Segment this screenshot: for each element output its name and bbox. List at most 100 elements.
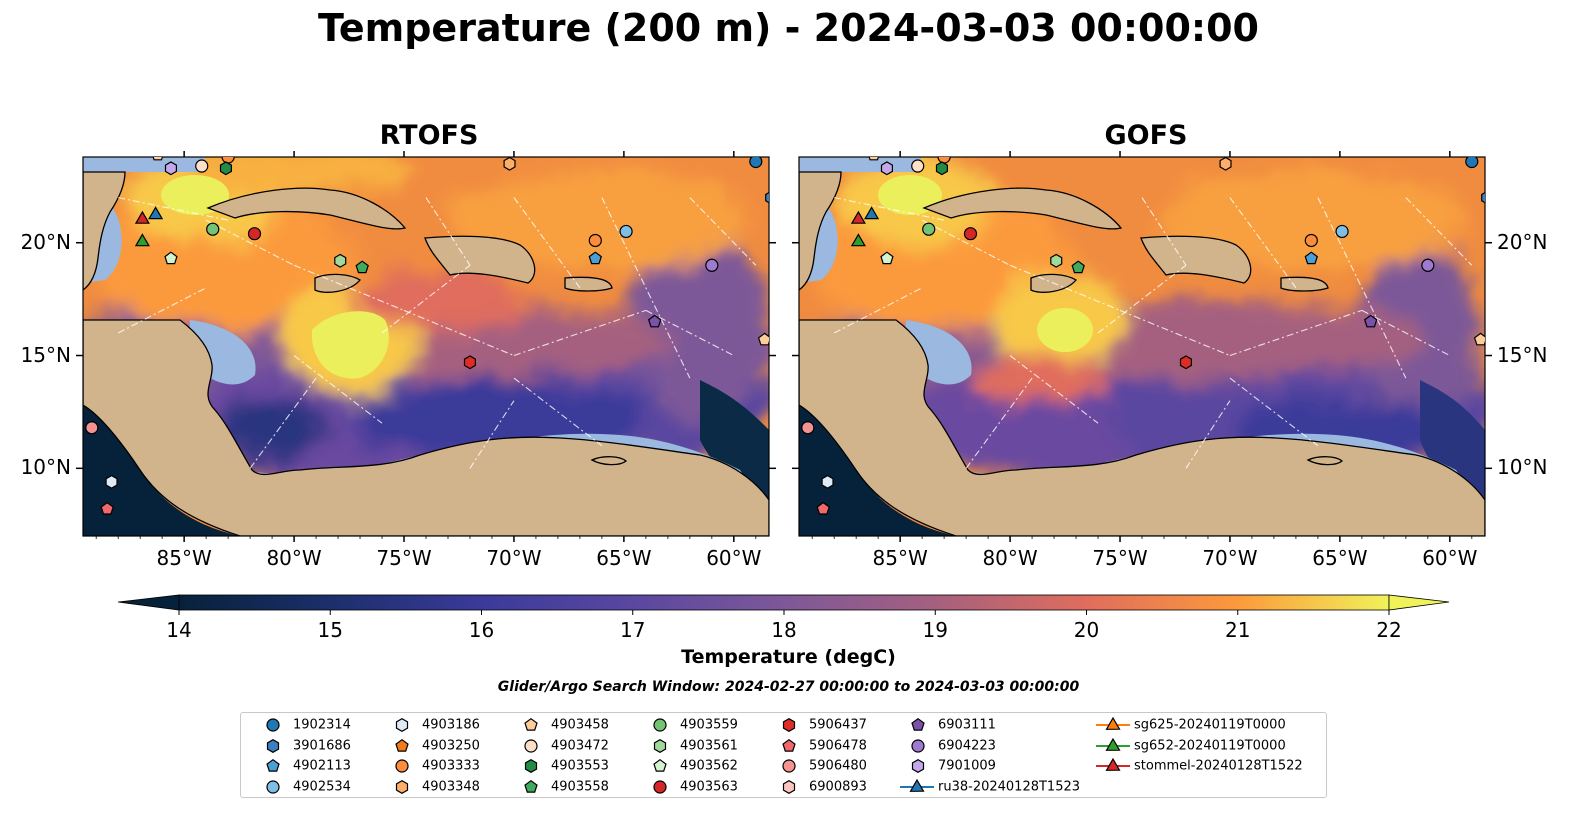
gofs-x-tick-label: 80°W xyxy=(982,546,1038,570)
legend-symbol xyxy=(395,779,409,794)
boundary-line xyxy=(1009,264,1121,311)
observation-marker xyxy=(164,251,178,265)
boundary-line xyxy=(1229,309,1363,357)
legend-label: 1902314 xyxy=(293,717,351,733)
observation-marker xyxy=(134,210,150,224)
boundary-line xyxy=(1119,309,1231,357)
legend-item: 4903333 xyxy=(382,758,480,774)
legend-label: 3901686 xyxy=(293,738,351,753)
legend-marker xyxy=(524,717,538,731)
boundary-line xyxy=(381,264,471,334)
legend-item: 4902534 xyxy=(253,779,351,795)
gofs-field xyxy=(799,157,1485,536)
legend-label: 4902534 xyxy=(293,779,351,794)
observation-marker xyxy=(219,161,232,176)
legend-marker xyxy=(395,759,409,773)
legend-symbol xyxy=(524,759,538,773)
legend-marker xyxy=(1096,757,1130,771)
boundary-line xyxy=(1361,309,1451,357)
legend-item: 1902314 xyxy=(253,717,351,733)
colorbar-label: Temperature (degC) xyxy=(681,646,896,668)
observation-marker xyxy=(588,251,603,265)
boundary-line xyxy=(425,197,471,266)
observation-marker xyxy=(765,191,769,204)
observation-marker xyxy=(100,501,114,515)
legend-item: stommel-20240128T1522 xyxy=(1094,757,1303,774)
legend-marker xyxy=(266,738,280,753)
colorbar-tick-label: 19 xyxy=(922,618,948,642)
legend-item: sg652-20240119T0000 xyxy=(1094,737,1286,754)
legend-marker xyxy=(911,717,925,731)
legend-marker xyxy=(524,779,538,793)
legend-marker xyxy=(911,759,925,773)
legend-symbol xyxy=(782,759,796,773)
legend-marker xyxy=(782,738,796,752)
legend-label: 4903563 xyxy=(680,779,738,794)
boundary-line xyxy=(513,309,647,357)
rtofs-panel-title: RTOFS xyxy=(379,120,479,151)
legend-marker xyxy=(653,738,667,753)
legend-symbol xyxy=(653,779,667,794)
legend-label: 4903562 xyxy=(680,758,738,774)
observation-marker xyxy=(1481,191,1485,204)
rtofs-field xyxy=(83,157,769,536)
rtofs-x-tick-label: 75°W xyxy=(376,546,432,570)
legend-symbol xyxy=(395,738,409,752)
legend-symbol xyxy=(782,779,796,794)
legend-label: sg652-20240119T0000 xyxy=(1134,738,1286,753)
legend-marker xyxy=(395,779,409,794)
legend-triangle xyxy=(1105,757,1121,771)
legend-label: 4903472 xyxy=(551,738,609,753)
colorbar-tick-label: 16 xyxy=(468,618,495,642)
observation-marker xyxy=(1363,314,1378,328)
boundary-line xyxy=(1097,264,1187,334)
colorbar-tick-label: 14 xyxy=(166,618,192,642)
legend-item: 4903563 xyxy=(640,779,738,795)
legend-label: stommel-20240128T1522 xyxy=(1134,758,1303,774)
legend-item: 4903458 xyxy=(511,717,609,733)
figure-title: Temperature (200 m) - 2024-03-03 00:00:0… xyxy=(317,6,1259,50)
legend-symbol xyxy=(266,738,280,753)
legend-marker xyxy=(1096,737,1130,751)
observation-marker xyxy=(1473,332,1485,346)
boundary-line xyxy=(1317,197,1407,379)
observation-marker xyxy=(85,421,99,435)
boundary-line xyxy=(403,309,515,357)
observation-marker xyxy=(935,161,949,176)
observation-marker xyxy=(247,227,262,241)
observation-marker xyxy=(801,421,815,435)
boundary-line xyxy=(469,400,515,469)
legend-symbol xyxy=(524,717,538,731)
legend-item: 4903562 xyxy=(640,758,738,774)
observation-marker xyxy=(922,222,936,236)
boundary-line xyxy=(601,197,691,379)
boundary-line xyxy=(1009,355,1099,424)
y-tick-label-right: 10°N xyxy=(1497,455,1548,480)
legend-label: 5906480 xyxy=(809,758,867,774)
legend-marker xyxy=(1096,716,1130,730)
boundary-line xyxy=(293,264,405,311)
boundary-line xyxy=(833,287,923,334)
colorbar-tick-label: 20 xyxy=(1073,618,1100,642)
legend-item: 4903250 xyxy=(382,738,480,754)
rtofs-land xyxy=(83,171,769,536)
boundary-line xyxy=(118,197,229,221)
legend-symbol xyxy=(395,759,409,773)
observation-marker xyxy=(105,474,118,489)
observation-marker xyxy=(880,251,894,265)
legend-label: 4903250 xyxy=(422,738,480,753)
boundary-line xyxy=(117,287,207,334)
boundary-line xyxy=(921,219,1011,266)
legend-symbol xyxy=(782,738,796,752)
observation-marker xyxy=(1465,157,1479,169)
colorbar xyxy=(117,594,1450,611)
legend-marker xyxy=(266,718,280,732)
colorbar-max-extend xyxy=(1388,594,1450,611)
colorbar-gradient xyxy=(178,594,1390,611)
gofs-land xyxy=(799,171,1485,536)
observation-marker xyxy=(911,159,925,173)
observation-marker xyxy=(1219,157,1232,171)
legend-marker xyxy=(395,718,409,732)
observation-marker xyxy=(1304,251,1319,265)
